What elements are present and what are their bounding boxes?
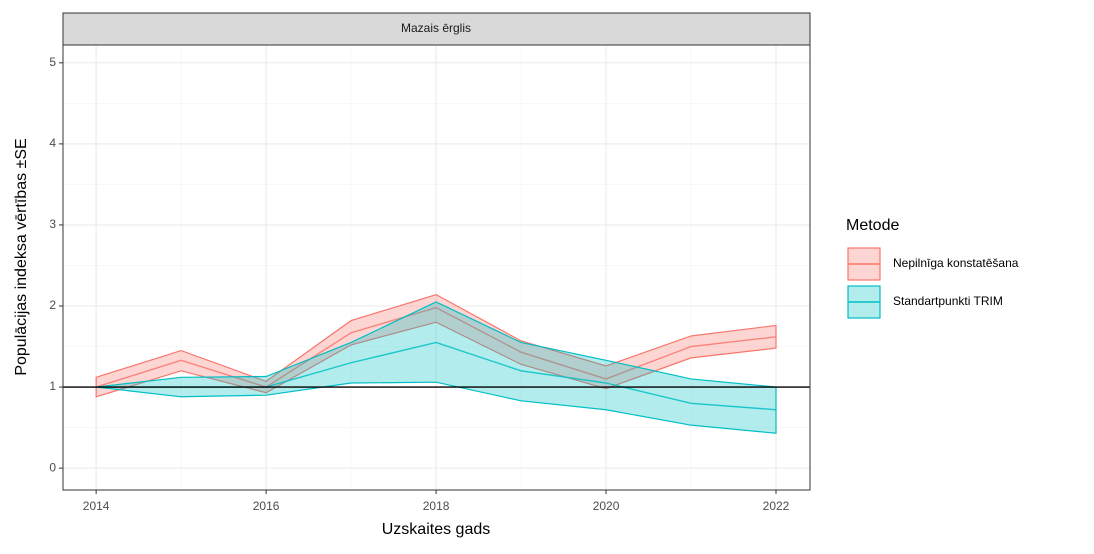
x-axis-label: Uzskaites gads bbox=[382, 521, 491, 538]
x-tick-label: 2020 bbox=[593, 499, 620, 513]
legend-label: Standartpunkti TRIM bbox=[893, 294, 1003, 308]
y-tick-label: 3 bbox=[49, 217, 56, 231]
y-tick-label: 4 bbox=[49, 136, 56, 150]
panel-border bbox=[62, 44, 811, 491]
y-tick-label: 0 bbox=[49, 460, 56, 474]
y-axis-label: Populācijas indeksa vērtības ±SE bbox=[13, 138, 30, 375]
x-tick-label: 2016 bbox=[253, 499, 280, 513]
facet-label: Mazais ērglis bbox=[401, 21, 471, 35]
legend-label: Nepilnīga konstatēšana bbox=[893, 256, 1019, 270]
legend-title: Metode bbox=[846, 217, 899, 234]
y-tick-label: 2 bbox=[49, 298, 56, 312]
ribbon bbox=[96, 301, 777, 434]
series-line bbox=[95, 306, 777, 388]
x-tick-label: 2014 bbox=[83, 499, 110, 513]
ribbon bbox=[95, 294, 777, 398]
x-tick-label: 2018 bbox=[423, 499, 450, 513]
y-tick-label: 5 bbox=[49, 55, 56, 69]
y-tick-label: 1 bbox=[49, 379, 56, 393]
x-tick-label: 2022 bbox=[763, 499, 790, 513]
facet-strip bbox=[62, 12, 811, 46]
